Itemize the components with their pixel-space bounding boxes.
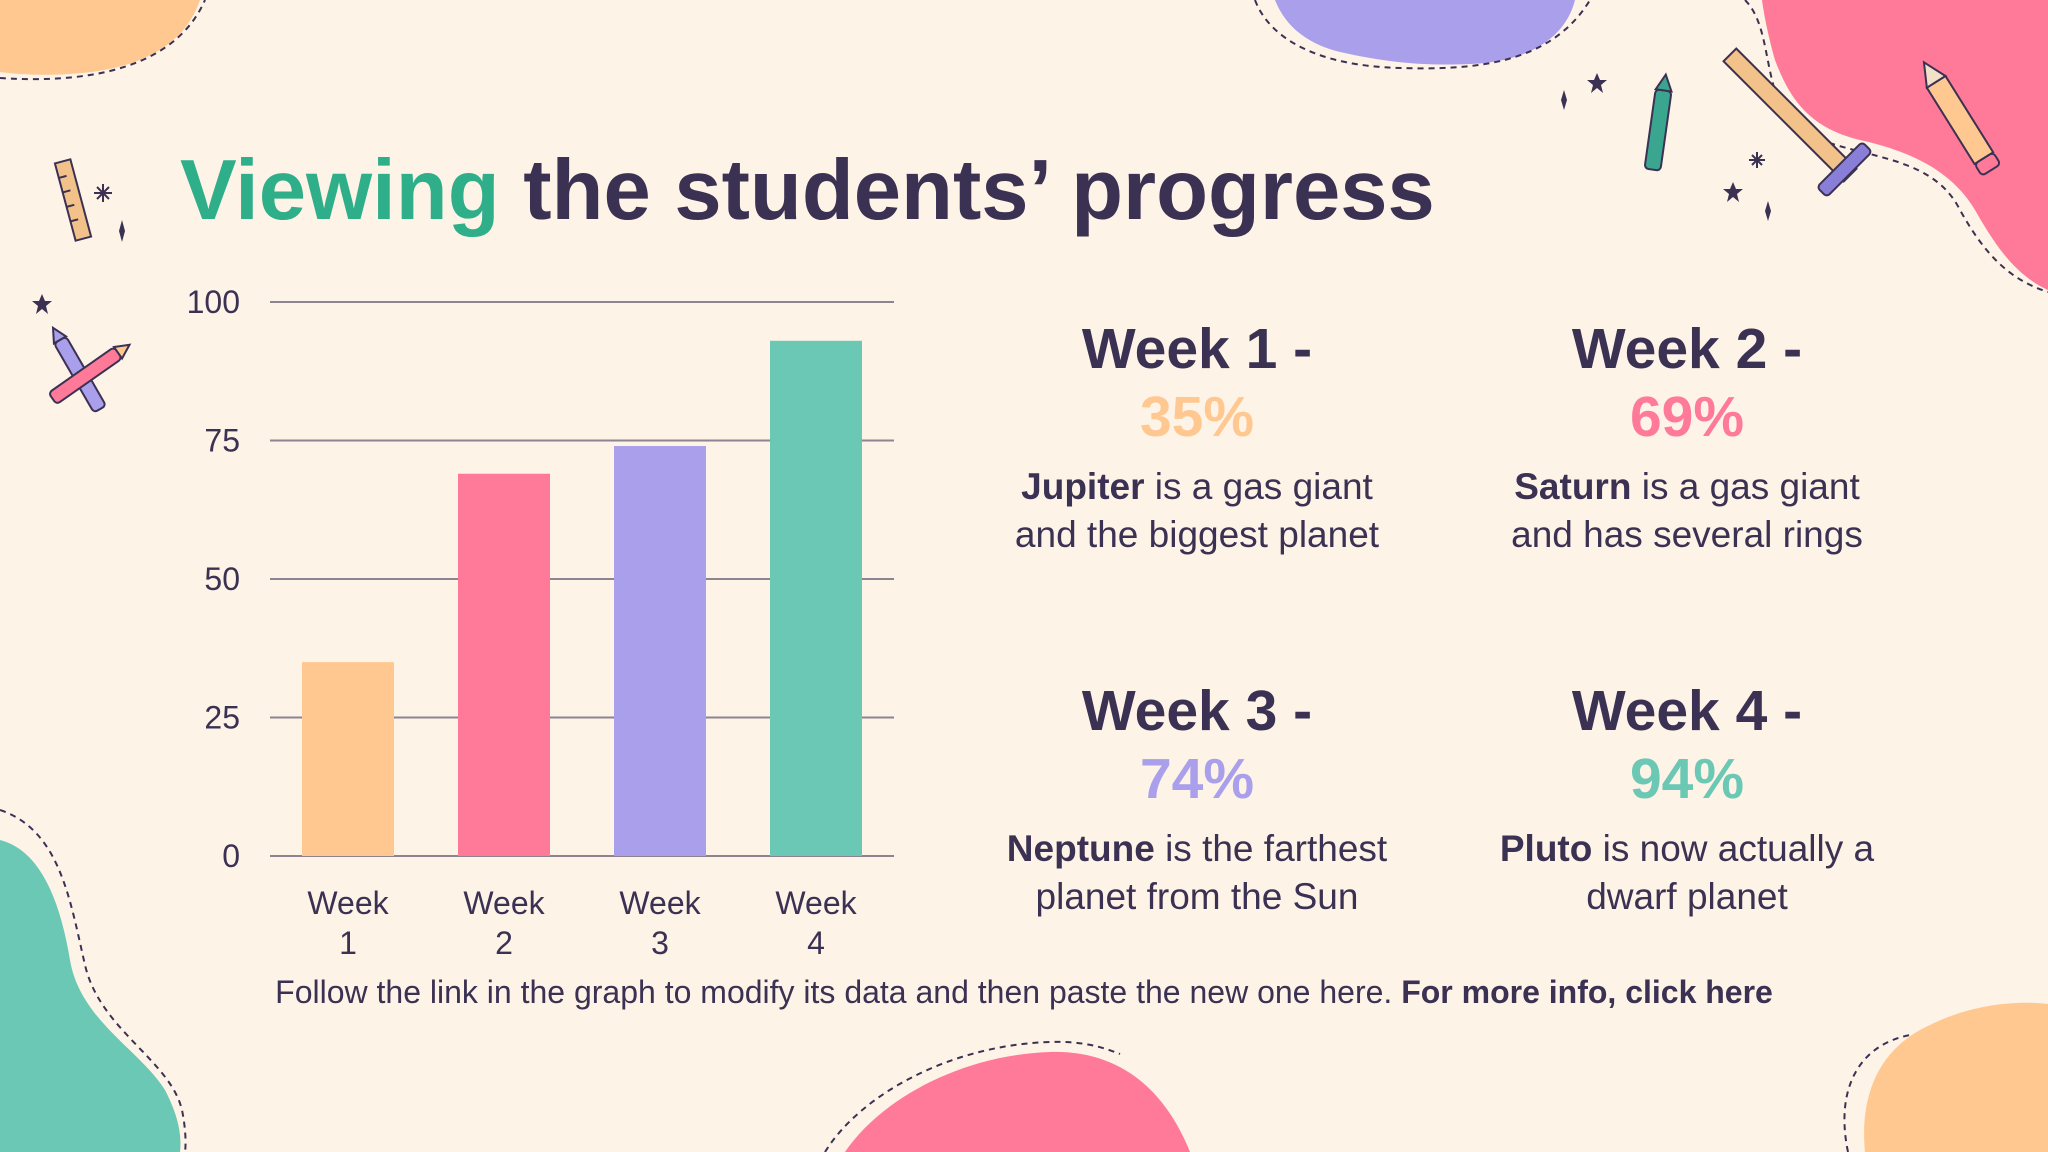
y-tick-label: 50 [204,561,240,597]
dashed-outline-bottom [824,1040,1121,1152]
footer-text: Follow the link in the graph to modify i… [275,974,1402,1010]
dashed-outline-top [1254,0,1591,70]
x-tick-label: 2 [495,925,513,961]
y-tick-label: 75 [204,423,240,459]
week-3-planet: Neptune [1006,828,1155,869]
bar-week-3 [614,446,706,856]
page-title: Viewing the students’ progress [180,140,1435,242]
pink-blob-top-right [1762,0,2048,290]
sparkle-icon [94,184,112,202]
pink-blob-bottom [845,1051,1190,1152]
week-1-planet: Jupiter [1021,466,1145,507]
x-tick-label: Week [619,885,701,921]
title-rest: the students’ progress [499,143,1435,238]
week-2-heading: Week 2 - [1571,317,1803,381]
ruler-icon [1722,47,1872,197]
week-2-planet: Saturn [1514,466,1632,507]
star-icon [1723,182,1743,202]
crayon-icon [49,343,132,404]
pencil-icon [1922,60,2001,176]
dashed-outline-top-right [1744,0,2048,293]
y-tick-label: 100 [187,284,240,320]
dashed-outline-top-left [0,0,206,81]
x-tick-label: 3 [651,925,669,961]
week-3-description: Neptune is the farthest planet from the … [1006,828,1388,917]
week-1-block: Week 1 - 35% Jupiter is a gas giant and … [997,315,1397,559]
sparkle-icon [1749,152,1765,168]
bar-week-1 [302,662,394,856]
y-tick-label: 25 [204,700,240,736]
bar-week-2 [458,473,550,856]
week-1-description: Jupiter is a gas giant and the biggest p… [1014,466,1380,555]
week-3-percent: 74% [1139,747,1255,811]
y-tick-label: 0 [222,838,240,874]
more-info-link[interactable]: For more info, click here [1401,974,1773,1010]
week-1-heading: Week 1 - [1081,317,1313,381]
week-4-description: Pluto is now actually a dwarf planet [1499,828,1875,917]
ruler-icon [53,158,93,242]
sparkle-icon [1765,201,1771,221]
week-1-percent: 35% [1139,385,1255,449]
x-tick-label: 1 [339,925,357,961]
bar-week-4 [770,340,862,856]
x-tick-label: Week [463,885,545,921]
footer-note: Follow the link in the graph to modify i… [0,974,2048,1011]
teal-blob-bottom-left [0,840,181,1152]
purple-blob-top [1275,0,1575,65]
crayon-icon [1644,72,1673,172]
week-3-heading: Week 3 - [1081,679,1313,743]
orange-blob-bottom-right [1864,1002,2048,1152]
week-4-heading: Week 4 - [1571,679,1803,743]
sparkle-icon [1561,90,1567,110]
x-tick-label: Week [775,885,857,921]
week-4-block: Week 4 - 94% Pluto is now actually a dwa… [1487,677,1887,921]
week-3-block: Week 3 - 74% Neptune is the farthest pla… [997,677,1397,921]
x-tick-label: 4 [807,925,825,961]
orange-blob-top-left [0,0,200,75]
sparkle-icon [119,220,125,242]
week-2-block: Week 2 - 69% Saturn is a gas giant and h… [1487,315,1887,559]
week-4-percent: 94% [1629,747,1745,811]
week-2-percent: 69% [1629,385,1745,449]
bar-chart[interactable]: 0 25 50 75 100 Week 1 Week 2 Week 3 Week 4 [170,270,910,990]
week-4-planet: Pluto [1499,828,1593,869]
x-tick-label: Week [307,885,389,921]
week-2-description: Saturn is a gas giant and has several ri… [1511,466,1863,555]
title-accent: Viewing [180,143,500,238]
dashed-outline-bottom-right [1843,1034,1911,1152]
star-icon [1587,73,1607,93]
dashed-outline-bottom-left [0,809,187,1152]
star-icon [32,294,52,314]
